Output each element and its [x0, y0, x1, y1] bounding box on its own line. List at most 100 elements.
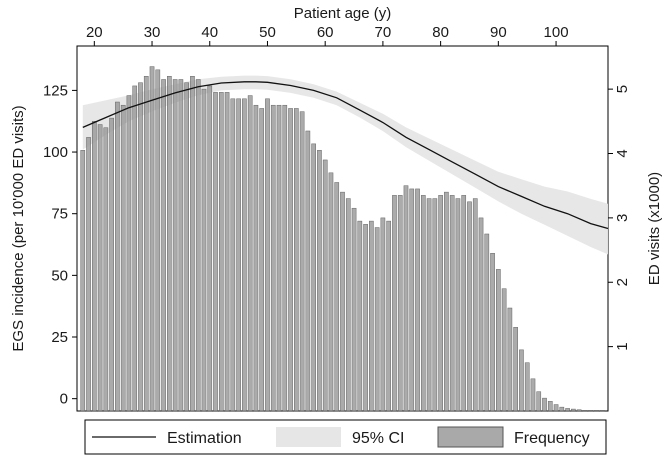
frequency-bar: [322, 159, 328, 412]
frequency-bar: [547, 401, 553, 412]
y-right-tick-label: 3: [614, 214, 631, 222]
frequency-bar: [524, 362, 530, 412]
frequency-bar: [397, 195, 403, 412]
frequency-bar: [224, 92, 230, 412]
frequency-bar: [103, 127, 109, 412]
frequency-bar: [213, 92, 218, 412]
legend-ci-swatch: [276, 427, 341, 447]
frequency-bar: [80, 150, 86, 412]
frequency-bar: [282, 104, 288, 412]
frequency-bar: [305, 130, 311, 412]
frequency-bar: [311, 143, 316, 412]
frequency-bar: [438, 195, 443, 412]
frequency-bar: [536, 391, 542, 412]
frequency-bar: [594, 410, 599, 412]
legend-ci-label: 95% CI: [352, 430, 404, 447]
frequency-bars-layer: [80, 66, 605, 412]
frequency-bar: [461, 195, 467, 412]
frequency-bar: [161, 79, 166, 412]
frequency-bar: [420, 195, 426, 412]
x-tick-label: 80: [432, 24, 449, 41]
frequency-bar: [230, 98, 236, 412]
y-left-tick-label: 100: [43, 144, 68, 161]
frequency-bar: [403, 185, 409, 412]
frequency-bar: [270, 104, 276, 412]
frequency-bar: [97, 124, 103, 412]
x-tick-label: 60: [317, 24, 334, 41]
frequency-bar: [576, 409, 582, 412]
x-tick-label: 100: [544, 24, 569, 41]
frequency-bar: [513, 327, 518, 412]
frequency-bar: [138, 82, 143, 412]
frequency-bar: [86, 137, 91, 412]
frequency-bar: [253, 104, 259, 412]
y-left-tick-label: 50: [51, 267, 68, 284]
frequency-bar: [582, 410, 588, 412]
frequency-bar: [334, 182, 340, 412]
estimation-line: [82, 81, 609, 230]
frequency-bar: [363, 224, 368, 412]
frequency-bar: [542, 397, 547, 412]
frequency-bar: [109, 117, 114, 412]
frequency-bar: [259, 108, 265, 412]
frequency-bar: [565, 408, 570, 412]
frequency-bar: [478, 217, 484, 412]
frequency-bar: [294, 108, 299, 412]
frequency-bar: [120, 104, 126, 412]
frequency-bar: [588, 410, 594, 412]
frequency-bar: [357, 220, 363, 412]
frequency-bar: [218, 92, 224, 412]
frequency-bar: [507, 307, 513, 412]
x-tick-label: 30: [144, 24, 161, 41]
legend-box: [84, 419, 607, 455]
frequency-bar: [201, 88, 207, 412]
frequency-bar: [455, 198, 461, 412]
frequency-bar: [340, 191, 345, 412]
frequency-bar: [126, 95, 132, 412]
frequency-bar: [247, 95, 253, 412]
legend-frequency-swatch: [437, 426, 504, 448]
frequency-bar: [369, 220, 374, 412]
frequency-bar: [276, 104, 282, 412]
frequency-bar: [184, 82, 189, 412]
frequency-bar: [392, 195, 397, 412]
frequency-bar: [444, 191, 449, 412]
y-right-tick-label: 4: [614, 149, 631, 157]
frequency-bar: [236, 98, 241, 412]
frequency-bar: [490, 253, 495, 412]
frequency-bar: [167, 76, 172, 412]
frequency-bar: [288, 108, 293, 412]
frequency-bar: [553, 404, 559, 412]
frequency-bar: [426, 198, 432, 412]
frequency-bar: [386, 220, 392, 412]
frequency-bar: [299, 111, 305, 412]
x-tick-label: 90: [490, 24, 507, 41]
frequency-bar: [415, 188, 420, 412]
frequency-bar: [155, 69, 161, 412]
y-left-tick-label: 125: [43, 82, 68, 99]
frequency-bar: [449, 195, 455, 412]
y-left-tick-label: 25: [51, 329, 68, 346]
y-right-tick-label: 1: [614, 342, 631, 350]
frequency-bar: [530, 378, 536, 412]
frequency-bar: [195, 79, 201, 412]
x-tick-label: 50: [259, 24, 276, 41]
frequency-bar: [501, 288, 507, 412]
legend-frequency-label: Frequency: [514, 430, 590, 447]
x-tick-label: 70: [375, 24, 392, 41]
y-right-axis-title: ED visits (x1000): [646, 172, 663, 285]
frequency-bar: [467, 201, 472, 412]
frequency-bar: [559, 406, 565, 412]
frequency-bar: [484, 233, 490, 412]
x-tick-label: 20: [86, 24, 103, 41]
frequency-bar: [351, 207, 357, 412]
y-left-tick-label: 75: [51, 206, 68, 223]
axes-layer: 20 30 40 50 60 70 80 90 100 0 25 50 75 100 125 1 2 3 4 5: [43, 24, 631, 408]
x-tick-label: 40: [201, 24, 218, 41]
frequency-bar: [432, 198, 438, 412]
frequency-bar: [599, 410, 605, 412]
frequency-bar: [242, 98, 247, 412]
frequency-bar: [374, 227, 380, 412]
frequency-bar: [143, 76, 149, 412]
y-left-tick-label: 0: [60, 391, 68, 408]
